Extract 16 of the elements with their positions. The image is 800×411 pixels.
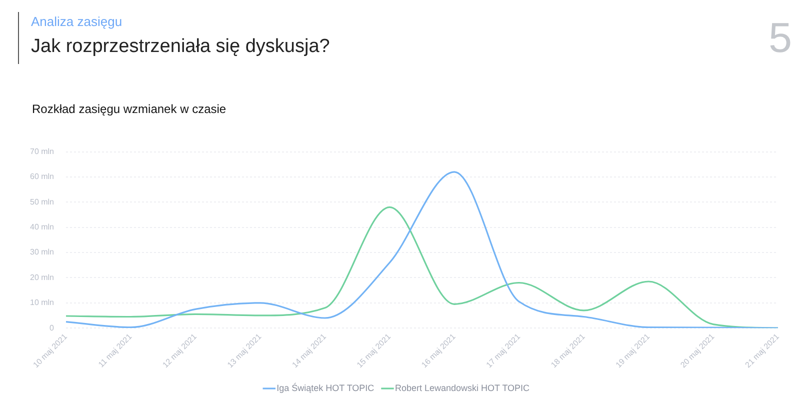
y-tick-label: 30 mln xyxy=(30,248,54,257)
text: 5 xyxy=(768,14,792,62)
chart-title: Rozkład zasięgu wzmianek w czasie xyxy=(32,102,226,116)
y-tick-label: 60 mln xyxy=(30,172,54,182)
y-tick-label: 40 mln xyxy=(30,222,54,232)
y-tick-label: 10 mln xyxy=(30,298,54,308)
y-tick-label: 70 mln xyxy=(30,147,54,156)
y-tick-label: 0 xyxy=(50,323,55,332)
legend-label: Iga Świątek HOT TOPIC xyxy=(276,382,375,393)
y-tick-label: 50 mln xyxy=(30,197,54,206)
line-series xyxy=(65,171,779,328)
y-tick-label: 20 mln xyxy=(30,272,54,282)
text: Analiza zasięgu xyxy=(31,14,122,29)
legend-label: Robert Lewandowski HOT TOPIC xyxy=(394,382,530,393)
line-series xyxy=(65,206,779,328)
text: Jak rozprzestrzeniała się dyskusja? xyxy=(31,36,330,58)
